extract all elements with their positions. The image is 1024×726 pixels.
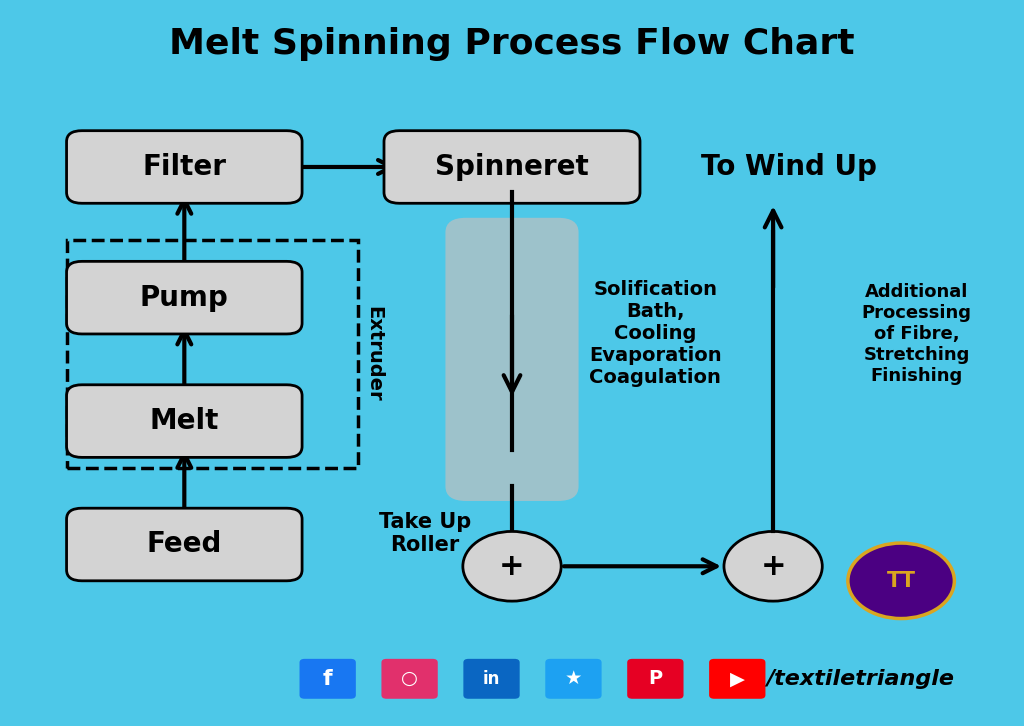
Text: /textiletriangle: /textiletriangle <box>766 669 954 689</box>
Circle shape <box>463 531 561 601</box>
Text: P: P <box>648 669 663 688</box>
FancyBboxPatch shape <box>67 261 302 334</box>
FancyBboxPatch shape <box>381 659 438 698</box>
Text: +: + <box>760 552 786 581</box>
FancyBboxPatch shape <box>67 131 302 203</box>
Text: Feed: Feed <box>146 531 222 558</box>
Text: +: + <box>499 552 525 581</box>
Text: TT: TT <box>887 571 915 591</box>
FancyBboxPatch shape <box>546 659 602 698</box>
Text: ★: ★ <box>564 669 583 688</box>
Text: f: f <box>323 669 333 689</box>
FancyBboxPatch shape <box>384 131 640 203</box>
FancyBboxPatch shape <box>463 659 519 698</box>
Circle shape <box>848 543 954 619</box>
Text: Take Up
Roller: Take Up Roller <box>379 512 471 555</box>
FancyBboxPatch shape <box>67 508 302 581</box>
Text: Extruder: Extruder <box>365 306 383 401</box>
Text: Additional
Processing
of Fibre,
Stretching
Finishing: Additional Processing of Fibre, Stretchi… <box>861 283 972 385</box>
Text: Solification
Bath,
Cooling
Evaporation
Coagulation: Solification Bath, Cooling Evaporation C… <box>589 280 722 388</box>
FancyBboxPatch shape <box>709 659 766 698</box>
Text: To Wind Up: To Wind Up <box>700 153 877 181</box>
Text: Filter: Filter <box>142 153 226 181</box>
FancyBboxPatch shape <box>627 659 684 698</box>
Text: Spinneret: Spinneret <box>435 153 589 181</box>
Text: ○: ○ <box>401 669 418 688</box>
Circle shape <box>724 531 822 601</box>
Text: Melt: Melt <box>150 407 219 435</box>
Text: Melt Spinning Process Flow Chart: Melt Spinning Process Flow Chart <box>169 27 855 60</box>
FancyBboxPatch shape <box>67 385 302 457</box>
FancyBboxPatch shape <box>299 659 356 698</box>
Text: in: in <box>483 670 500 688</box>
FancyBboxPatch shape <box>445 218 579 501</box>
Text: ▶: ▶ <box>730 669 744 688</box>
Text: Pump: Pump <box>140 284 228 311</box>
